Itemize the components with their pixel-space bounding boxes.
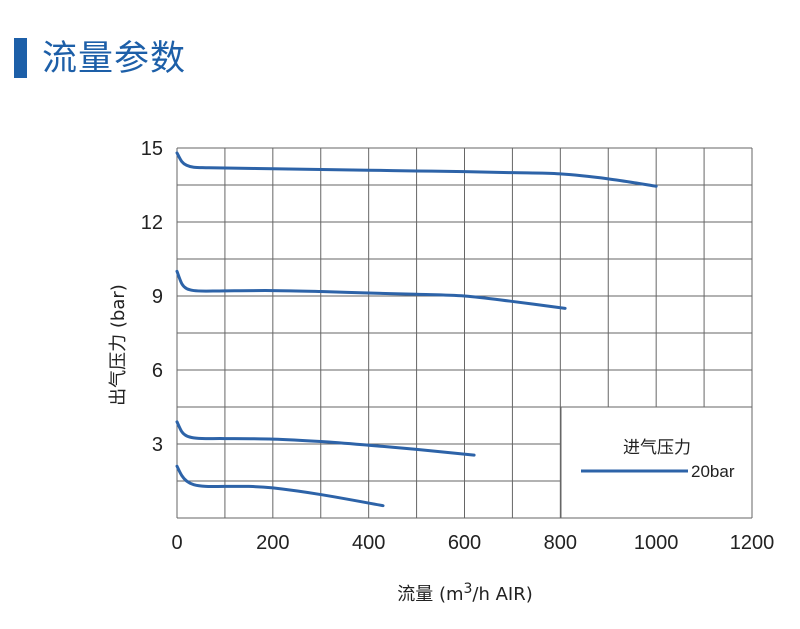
x-tick-label: 600 [448, 532, 481, 554]
legend-item-label: 20bar [691, 462, 735, 481]
y-tick-label: 12 [141, 212, 163, 234]
series-line-3 [175, 420, 476, 457]
y-tick-label: 6 [152, 360, 163, 382]
x-tick-label: 200 [256, 532, 289, 554]
tick-labels: 0 200 400 600 800 1000 1200 3 6 9 12 15 [141, 138, 775, 554]
grid [176, 147, 753, 519]
y-tick-label: 15 [141, 138, 163, 160]
y-axis-label: 出气压力 (bar) [108, 284, 129, 406]
page-title: 流量参数 [42, 39, 187, 79]
x-tick-label: 1000 [634, 532, 679, 554]
title-accent-bar [14, 38, 27, 78]
x-tick-label: 0 [171, 532, 182, 554]
y-tick-label: 9 [152, 286, 163, 308]
series-line-2 [175, 269, 567, 310]
legend-title: 进气压力 [623, 438, 691, 458]
x-tick-label: 800 [544, 532, 577, 554]
x-tick-label: 400 [352, 532, 385, 554]
y-tick-label: 3 [152, 434, 163, 456]
x-tick-label: 1200 [730, 532, 775, 554]
x-axis-label: 流量 (m3/h AIR) [397, 581, 533, 605]
series-lines [175, 151, 658, 508]
series-line-4 [175, 464, 385, 508]
series-line-1 [175, 151, 658, 188]
